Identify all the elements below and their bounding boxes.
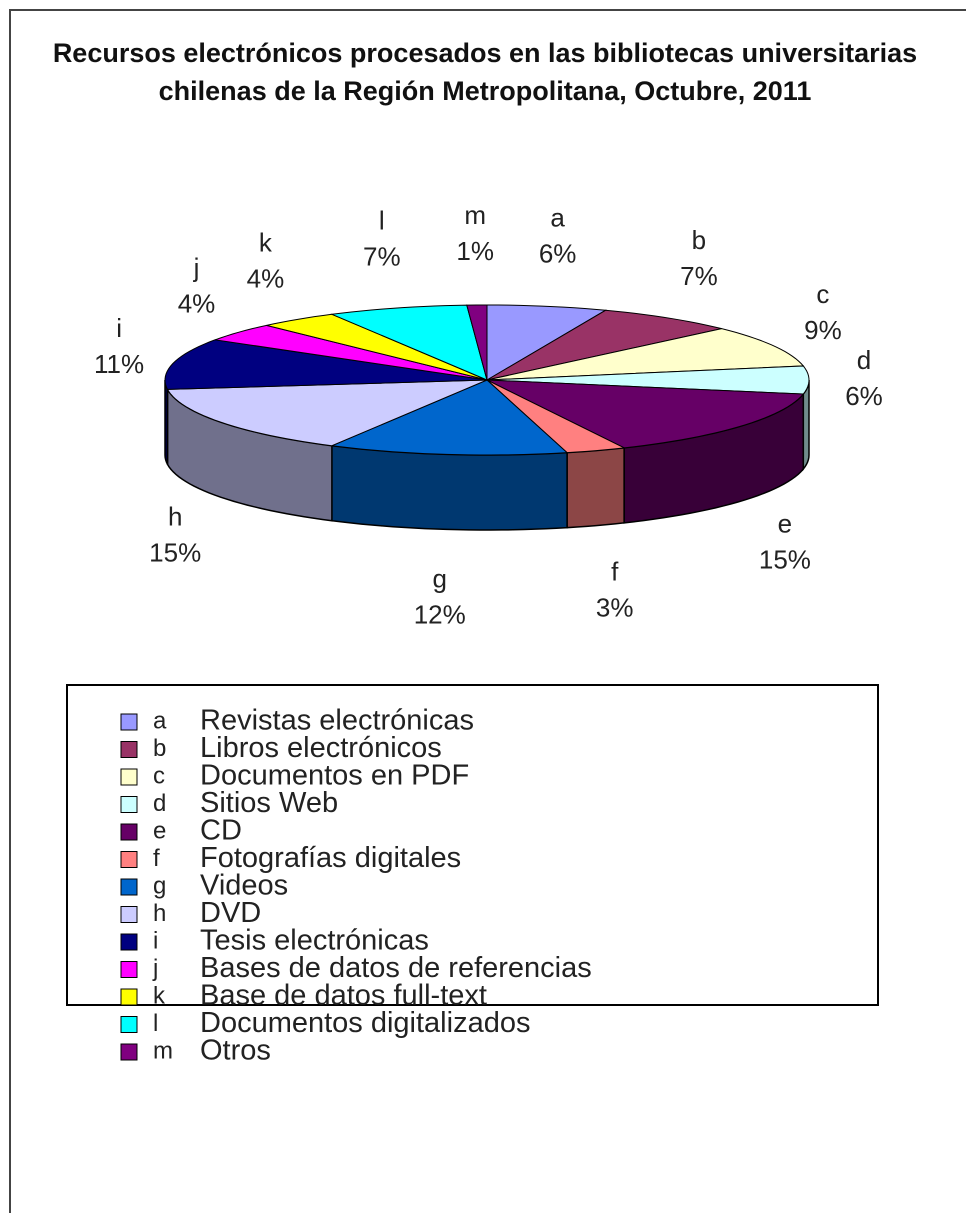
legend-letter: m	[153, 1037, 173, 1064]
legend-label: Otros	[200, 1035, 271, 1067]
slice-value-label: 9%	[804, 315, 842, 345]
slice-letter: k	[259, 228, 273, 258]
pie-wall	[164, 379, 169, 465]
slice-letter: h	[168, 501, 182, 531]
slice-letter: a	[550, 202, 565, 232]
slice-letter: e	[778, 509, 792, 539]
pie-slice	[329, 304, 488, 381]
legend-box	[66, 684, 879, 1006]
slice-value-label: 1%	[456, 236, 494, 266]
legend-swatch	[120, 768, 138, 786]
legend-label: CD	[200, 815, 242, 847]
legend-swatch	[120, 851, 138, 868]
slice-letter: m	[464, 200, 486, 230]
legend-label: Fotografías digitales	[200, 842, 461, 874]
legend-letter: d	[153, 790, 166, 817]
slice-value-label: 3%	[596, 592, 634, 622]
slice-letter: d	[857, 345, 871, 375]
slice-value-label: 12%	[414, 600, 466, 630]
slice-value-label: 15%	[759, 545, 811, 575]
legend-label: Tesis electrónicas	[200, 925, 429, 957]
pie-wall	[566, 447, 625, 529]
slice-value-label: 15%	[149, 537, 201, 567]
legend-letter: l	[153, 1010, 158, 1037]
legend-letter: k	[153, 982, 166, 1009]
legend-letter: c	[153, 762, 165, 789]
legend-label: Videos	[200, 870, 288, 902]
slice-value-label: 6%	[539, 238, 577, 268]
slice-value-label: 7%	[363, 242, 401, 272]
legend-label: DVD	[200, 897, 261, 929]
legend-letter: e	[153, 817, 166, 844]
slice-value-label: 4%	[178, 288, 216, 318]
legend-letter: a	[153, 707, 167, 734]
pie-slice	[214, 324, 488, 381]
pie-slice	[486, 379, 626, 454]
slice-letter: g	[433, 564, 447, 594]
legend-swatch	[120, 933, 138, 951]
slice-value-label: 11%	[94, 349, 144, 379]
slice-letter: j	[193, 252, 200, 282]
pie-slice	[486, 328, 805, 381]
legend-letter: h	[153, 900, 166, 927]
pie-slice	[266, 313, 488, 381]
pie-slice	[486, 379, 805, 449]
legend-letter: j	[152, 955, 158, 982]
legend-label: Base de datos full-text	[200, 980, 487, 1012]
slice-letter: c	[816, 279, 829, 309]
frame	[9, 9, 966, 1213]
pie-slice	[466, 304, 488, 381]
slice-value-label: 7%	[680, 261, 718, 291]
legend-swatch	[120, 906, 138, 923]
slice-letter: f	[611, 556, 619, 586]
slice-letter: i	[116, 313, 122, 343]
legend-swatch	[120, 878, 138, 896]
pie-slice	[486, 309, 722, 381]
legend-letter: g	[153, 872, 166, 899]
pie-slice	[164, 339, 488, 390]
slice-value-label: 4%	[247, 264, 285, 294]
pie-slice	[486, 304, 608, 381]
pie-slice	[486, 365, 810, 395]
pie-slice	[329, 379, 569, 456]
legend-swatch	[120, 1043, 138, 1061]
slice-letter: l	[379, 206, 385, 236]
legend-swatch	[120, 741, 138, 758]
legend-letter: b	[153, 735, 166, 762]
legend-letter: f	[153, 845, 160, 872]
legend-label: Documentos en PDF	[200, 760, 469, 792]
legend-swatch	[120, 713, 138, 731]
legend-swatch	[120, 823, 138, 841]
slice-value-label: 6%	[845, 381, 883, 411]
legend-label: Documentos digitalizados	[200, 1007, 530, 1039]
slice-letter: b	[692, 225, 706, 255]
chart-title: Recursos electrónicos procesados en las …	[52, 38, 918, 106]
pie-wall	[331, 444, 568, 531]
legend-label: Sitios Web	[200, 787, 338, 819]
legend-label: Bases de datos de referencias	[200, 952, 592, 984]
legend-swatch	[120, 988, 138, 1006]
legend-label: Revistas electrónicas	[200, 705, 474, 737]
legend-label: Libros electrónicos	[200, 732, 442, 764]
legend-swatch	[120, 796, 138, 813]
legend-swatch	[120, 1016, 138, 1033]
legend-letter: i	[153, 927, 158, 954]
legend-swatch	[120, 961, 138, 978]
pie-slice	[166, 379, 488, 447]
